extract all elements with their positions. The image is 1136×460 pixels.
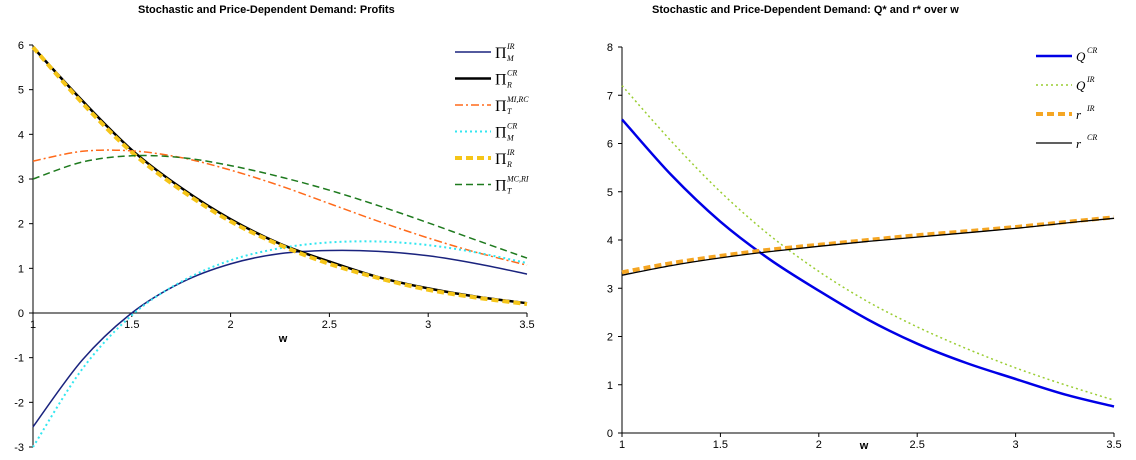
x-tick-label: 3.5 [1106,439,1121,451]
x-tick-label: 1 [30,319,36,331]
legend-superscript: IR [1086,75,1095,84]
y-tick-label: 2 [18,219,24,231]
legend-symbol: Π [495,125,507,142]
legend-entry: r IR [1076,104,1095,122]
legend-subscript: R [506,81,512,90]
x-tick-label: 2.5 [910,439,925,451]
y-tick-label: 1 [607,380,613,392]
y-tick-label: 3 [18,174,24,186]
series-line-6 [32,154,528,259]
legend-superscript: IR [506,42,515,51]
legend-entry: Π MI,RC T [495,95,529,116]
legend-symbol: Π [495,98,507,115]
series-line-3 [621,215,1115,275]
legend-entry: r CR [1076,133,1097,151]
series-line-1 [621,118,1115,408]
y-tick-label: 6 [18,40,24,52]
legend-superscript: MI,RC [506,95,529,104]
legend-symbol: Q [1076,49,1086,64]
y-tick-label: 4 [607,235,613,247]
x-tick-label: 1 [619,439,625,451]
y-tick-label: -2 [14,397,24,409]
legend-superscript: CR [507,122,517,131]
x-tick-label: 2 [816,439,822,451]
legend-entry: Π CR M [495,122,517,143]
legend-symbol: Π [495,72,507,89]
y-tick-label: 2 [607,332,613,344]
y-tick-label: 6 [607,139,613,151]
legend-symbol: Π [495,151,507,168]
legend-subscript: R [506,160,512,169]
left-chart-title: Stochastic and Price-Dependent Demand: P… [138,4,395,16]
legend-symbol: r [1076,107,1082,122]
x-tick-label: 2.5 [322,319,337,331]
series-line-4 [32,240,528,448]
x-axis-label: w [278,333,288,345]
legend-superscript: MC,RI [506,175,529,184]
legend-superscript: IR [506,148,515,157]
y-tick-label: 7 [607,90,613,102]
y-tick-label: -1 [14,353,24,365]
y-tick-label: 0 [607,428,613,440]
x-axis-label: w [859,440,869,452]
legend-subscript: M [506,134,515,143]
legend-symbol: Π [495,178,507,195]
legend-superscript: IR [1086,104,1095,113]
legend-superscript: CR [1087,46,1097,55]
y-tick-label: 8 [607,42,613,54]
x-tick-label: 1.5 [124,319,139,331]
series-line-3 [32,149,528,266]
legend-subscript: T [507,107,512,116]
legend-entry: Q IR [1076,75,1095,93]
y-tick-label: 1 [18,263,24,275]
legend-entry: Π MC,RI T [495,175,529,196]
legend-symbol: r [1076,136,1082,151]
right-chart-title: Stochastic and Price-Dependent Demand: Q… [652,4,959,16]
legend-symbol: Q [1076,78,1086,93]
legend-entry: Π CR R [495,69,517,90]
legend-entry: Q CR [1076,46,1097,64]
x-tick-label: 3 [1013,439,1019,451]
legend-symbol: Π [495,45,507,62]
x-tick-label: 3.5 [519,319,534,331]
legend-subscript: T [507,187,512,196]
x-tick-label: 1.5 [713,439,728,451]
y-tick-label: 0 [18,308,24,320]
legend-entry: Π IR M [495,42,515,63]
series-line-2 [621,85,1115,401]
series-line-5 [31,45,528,307]
legend-superscript: CR [1087,133,1097,142]
series-line-1 [32,249,528,428]
y-tick-label: 5 [18,85,24,97]
y-tick-label: 3 [607,283,613,295]
legend-entry: Π IR R [495,148,515,169]
legend-subscript: M [506,54,515,63]
legend-superscript: CR [507,69,517,78]
series-line-4 [621,217,1115,276]
y-tick-label: 4 [18,129,24,141]
x-tick-label: 3 [425,319,431,331]
x-tick-label: 2 [228,319,234,331]
y-tick-label: -3 [14,442,24,454]
y-tick-label: 5 [607,187,613,199]
